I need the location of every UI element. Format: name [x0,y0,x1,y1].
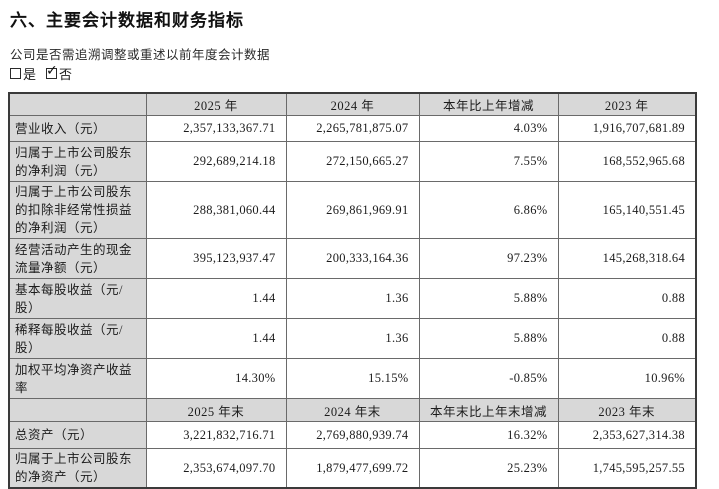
table-row-net-profit-excl-nonrecurring: 归属于上市公司股东 的扣除非经常性损益 的净利润（元） 288,381,060.… [8,181,697,239]
value-2024: 15.15% [285,358,420,399]
restatement-options: 是 ✓ 否 [10,63,73,83]
table-row-net-assets: 归属于上市公司股东 的净资产（元） 2,353,674,097.70 1,879… [8,448,697,489]
table-row-net-profit: 归属于上市公司股东 的净利润（元） 292,689,214.18 272,150… [8,141,697,182]
value-2024: 1.36 [285,278,420,319]
period-end-header-row: 2025 年末 2024 年末 本年末比上年末增减 2023 年末 [8,398,697,422]
corner-cell [8,92,147,116]
value-2024: 269,861,969.91 [285,181,420,239]
value-2023-end: 2,353,627,314.38 [557,421,697,449]
value-2025-end: 2,353,674,097.70 [145,448,287,489]
table-row-weighted-avg-roe: 加权平均净资产收益 率 14.30% 15.15% -0.85% 10.96% [8,358,697,399]
check-icon: ✓ [46,63,58,79]
value-2023: 168,552,965.68 [557,141,697,182]
value-change: 4.03% [418,115,559,142]
table-row-operating-revenue: 营业收入（元） 2,357,133,367.71 2,265,781,875.0… [8,115,697,142]
value-2023: 165,140,551.45 [557,181,697,239]
value-2023: 145,268,318.64 [557,238,697,279]
value-2025: 1.44 [145,278,287,319]
value-change: 5.88% [418,278,559,319]
checkbox-unchecked-icon [10,68,21,79]
row-label: 基本每股收益（元/ 股） [8,278,147,319]
column-header-2023: 2023 年 [557,92,697,116]
column-header-yoy-change: 本年比上年增减 [418,92,559,116]
checkbox-checked-icon: ✓ [46,63,58,79]
column-header-2025-end: 2025 年末 [145,398,287,422]
row-label: 营业收入（元） [8,115,147,142]
table-row-total-assets: 总资产（元） 3,221,832,716.71 2,769,880,939.74… [8,421,697,449]
value-2023: 0.88 [557,278,697,319]
value-change: 7.55% [418,141,559,182]
value-2023-end: 1,745,595,257.55 [557,448,697,489]
checkbox-no: ✓ 否 [46,63,73,83]
row-label: 稀释每股收益（元/ 股） [8,318,147,359]
value-2023: 0.88 [557,318,697,359]
column-header-2024-end: 2024 年末 [285,398,420,422]
column-header-end-yoy-change: 本年末比上年末增减 [418,398,559,422]
value-2025: 292,689,214.18 [145,141,287,182]
page-title: 六、主要会计数据和财务指标 [10,11,244,30]
value-change: 16.32% [418,421,559,449]
table-row-diluted-eps: 稀释每股收益（元/ 股） 1.44 1.36 5.88% 0.88 [8,318,697,359]
value-2025: 395,123,937.47 [145,238,287,279]
value-2024: 200,333,164.36 [285,238,420,279]
row-label: 归属于上市公司股东 的净资产（元） [8,448,147,489]
value-2025: 1.44 [145,318,287,359]
table-row-operating-cash-flow: 经营活动产生的现金 流量净额（元） 395,123,937.47 200,333… [8,238,697,279]
value-2024-end: 1,879,477,699.72 [285,448,420,489]
row-label: 归属于上市公司股东 的净利润（元） [8,141,147,182]
financial-indicators-table: 2025 年 2024 年 本年比上年增减 2023 年 营业收入（元） 2,3… [8,92,697,489]
row-label: 加权平均净资产收益 率 [8,358,147,399]
column-header-2024: 2024 年 [285,92,420,116]
value-2023: 10.96% [557,358,697,399]
value-change: 6.86% [418,181,559,239]
value-2024-end: 2,769,880,939.74 [285,421,420,449]
row-label: 经营活动产生的现金 流量净额（元） [8,238,147,279]
value-2025-end: 3,221,832,716.71 [145,421,287,449]
checkbox-yes-label: 是 [23,67,37,82]
value-change: -0.85% [418,358,559,399]
value-2025: 14.30% [145,358,287,399]
value-2024: 1.36 [285,318,420,359]
column-header-2023-end: 2023 年末 [557,398,697,422]
table-row-basic-eps: 基本每股收益（元/ 股） 1.44 1.36 5.88% 0.88 [8,278,697,319]
row-label: 总资产（元） [8,421,147,449]
column-header-2025: 2025 年 [145,92,287,116]
checkbox-no-label: 否 [59,67,73,82]
row-label: 归属于上市公司股东 的扣除非经常性损益 的净利润（元） [8,181,147,239]
annual-header-row: 2025 年 2024 年 本年比上年增减 2023 年 [8,92,697,116]
value-2025: 288,381,060.44 [145,181,287,239]
value-2023: 1,916,707,681.89 [557,115,697,142]
value-2024: 2,265,781,875.07 [285,115,420,142]
restatement-question-text: 公司是否需追溯调整或重述以前年度会计数据 [10,48,271,62]
value-change: 5.88% [418,318,559,359]
corner-cell [8,398,147,422]
value-2024: 272,150,665.27 [285,141,420,182]
checkbox-yes: 是 [10,64,36,83]
value-change: 25.23% [418,448,559,489]
value-change: 97.23% [418,238,559,279]
value-2025: 2,357,133,367.71 [145,115,287,142]
